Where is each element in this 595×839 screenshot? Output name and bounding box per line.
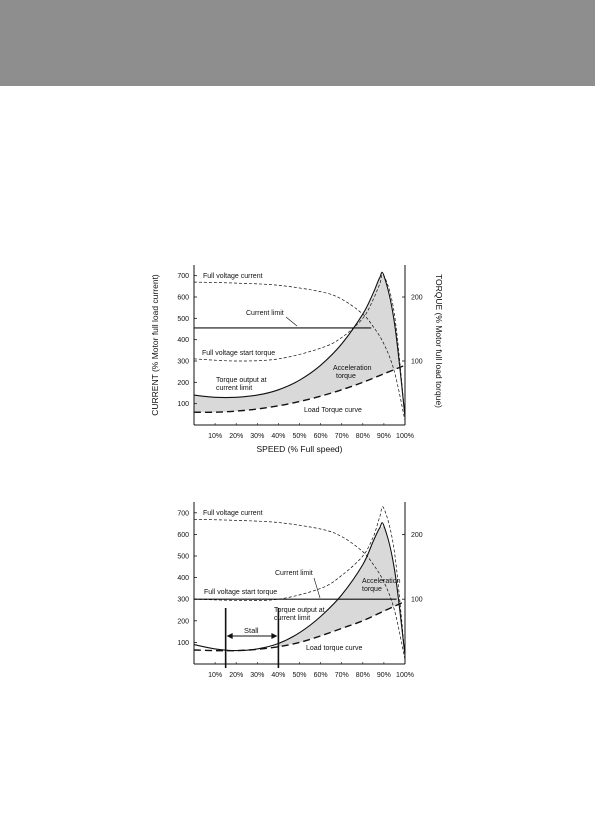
full-voltage-start-torque-line [193,274,406,417]
label-current-limit: Current limit [246,310,284,317]
x-tick-label: 50% [292,433,306,440]
x-tick-label: 20% [229,672,243,679]
label-torque-output-line2: current limit [274,615,310,622]
y-axis-title: CURRENT (% Motor full load current) [150,274,160,416]
x-tick-label: 60% [314,433,328,440]
y-tick-label: 600 [177,532,189,539]
load-torque-curve-line [193,600,406,652]
x-axis-title: SPEED (% Full speed) [257,444,343,454]
x-tick-label: 100% [396,433,414,440]
x-tick-label: 60% [314,672,328,679]
y-tick-label: 100 [177,640,189,647]
current-limit-leader [285,316,298,327]
chart-current-limit-stall: 100 200 300 400 500 600 700 100 200 10% 20% 30% 40% 5… [177,502,423,679]
y2-axis-title: TORQUE (% Motor full load torque) [434,274,444,408]
y2-tick-label: 100 [411,359,423,366]
header-banner [0,0,595,86]
y-tick-label: 700 [177,510,189,517]
load-torque-curve-line [193,364,406,413]
x-tick-label: 50% [292,672,306,679]
chart-current-limit: 100 200 300 400 500 600 700 100 200 10% 20% 30% 40% 5… [150,265,444,454]
y-tick-label: 200 [177,618,189,625]
x-tick-label: 10% [208,672,222,679]
x-tick-label: 10% [208,433,222,440]
full-voltage-current-line [193,281,406,421]
x-tick-label: 30% [250,433,264,440]
y-tick-label: 300 [177,597,189,604]
full-voltage-current-line [193,518,406,660]
x-tick-label: 70% [335,433,349,440]
label-full-voltage-current: Full voltage current [203,273,263,280]
x-tick-label: 40% [271,672,285,679]
label-acceleration-line1: Acceleration [362,578,401,585]
y-tick-label: 500 [177,554,189,561]
acceleration-torque-area [194,275,399,413]
x-tick-label: 80% [356,433,370,440]
x-tick-label: 70% [335,672,349,679]
label-torque-output-line1: Torque output at [216,377,267,384]
label-acceleration-line1: Acceleration [333,365,372,372]
torque-output-at-current-limit-line [193,271,406,417]
x-tick-label: 100% [396,672,414,679]
x-tick-label: 90% [377,433,391,440]
label-full-voltage-current: Full voltage current [203,510,263,517]
y-tick-label: 200 [177,380,189,387]
label-torque-output-line2: current limit [216,385,252,392]
x-tick-label: 40% [271,433,285,440]
stall-arrow-left [226,633,233,639]
acceleration-torque-area [278,525,399,647]
label-acceleration-line2: torque [336,373,356,380]
y-tick-label: 400 [177,337,189,344]
y-tick-label: 600 [177,295,189,302]
x-tick-label: 20% [229,433,243,440]
y-tick-label: 300 [177,359,189,366]
y2-tick-label: 100 [411,597,423,604]
label-load-torque-curve: Load Torque curve [304,407,362,414]
label-current-limit: Current limit [275,570,313,577]
y-tick-label: 100 [177,401,189,408]
stall-arrow-right [271,633,278,639]
full-voltage-start-torque-line [193,506,406,656]
y-tick-label: 700 [177,273,189,280]
label-stall: Stall [244,626,259,635]
x-tick-label: 90% [377,672,391,679]
y-tick-label: 500 [177,316,189,323]
x-tick-label: 30% [250,672,264,679]
label-torque-output-line1: Torque output at [274,607,325,614]
y-tick-label: 400 [177,575,189,582]
y2-tick-label: 200 [411,532,423,539]
label-acceleration-line2: torque [362,586,382,593]
label-full-voltage-start-torque: Full voltage start torque [202,350,275,357]
current-limit-leader [313,577,321,599]
x-tick-label: 80% [356,672,370,679]
label-full-voltage-start-torque: Full voltage start torque [204,589,277,596]
label-load-torque-curve: Load torque curve [306,645,363,652]
y2-tick-label: 200 [411,295,423,302]
